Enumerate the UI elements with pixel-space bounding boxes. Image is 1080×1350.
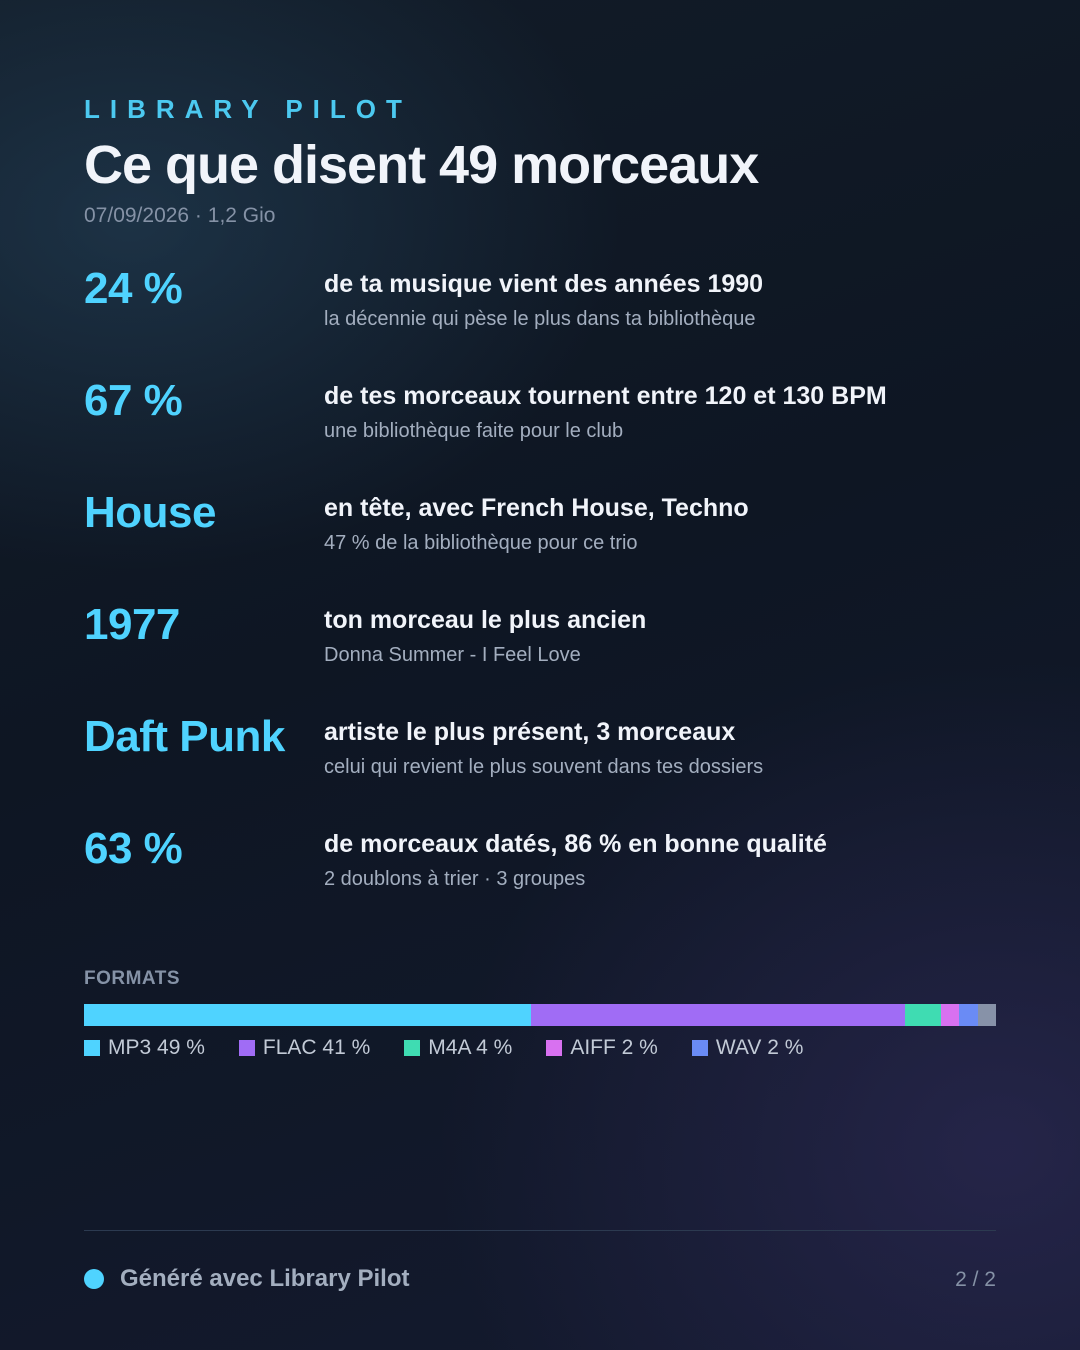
stat-row: Daft Punk artiste le plus présent, 3 mor… [84,712,996,824]
stat-row: 63 % de morceaux datés, 86 % en bonne qu… [84,824,996,936]
brand-dot-icon [84,1269,104,1289]
stat-value: House [84,488,216,537]
format-bar-segment [904,1004,942,1026]
stat-row: 1977 ton morceau le plus ancien Donna Su… [84,600,996,712]
stat-caption: une bibliothèque faite pour le club [324,420,624,442]
legend-item: AIFF 2 % [546,1036,658,1060]
legend-label: WAV 2 % [715,1036,804,1059]
stat-caption: la décennie qui pèse le plus dans ta bib… [324,308,756,330]
stat-caption: celui qui revient le plus souvent dans t… [324,756,764,778]
stat-headline: ton morceau le plus ancien [324,606,647,634]
legend-item: MP3 49 % [84,1036,205,1060]
stats-list: 24 % de ta musique vient des années 1990… [84,264,996,936]
legend-swatch [404,1040,421,1056]
format-bar-segment [959,1004,978,1026]
stat-row: House en tête, avec French House, Techno… [84,488,996,600]
format-bar-segment [530,1004,905,1026]
stat-caption: 47 % de la bibliothèque pour ce trio [324,532,638,554]
legend-label: MP3 49 % [108,1036,205,1059]
format-bar-segment [84,1004,531,1026]
stat-headline: artiste le plus présent, 3 morceaux [324,718,736,746]
legend-swatch [238,1040,255,1056]
stat-value: 67 % [84,376,183,425]
stat-caption: 2 doublons à trier · 3 groupes [324,868,586,890]
format-legend: MP3 49 % FLAC 41 % M4A 4 % AIFF 2 % WAV 2 % [84,1036,837,1060]
legend-swatch [691,1040,708,1056]
summary-card: LIBRARY PILOT Ce que disent 49 morceaux … [84,0,996,1350]
footer-divider [84,1230,996,1231]
legend-item: WAV 2 % [691,1036,804,1060]
page-title: Ce que disent 49 morceaux [84,135,759,195]
legend-item: FLAC 41 % [238,1036,371,1060]
legend-swatch [84,1040,100,1056]
brand-label: LIBRARY PILOT [84,94,412,124]
formats-label: FORMATS [84,968,181,989]
legend-label: AIFF 2 % [570,1036,658,1059]
date-size-meta: 07/09/2026 · 1,2 Gio [84,204,276,227]
stat-headline: de morceaux datés, 86 % en bonne qualité [324,830,827,858]
footer-credit: Généré avec Library Pilot [120,1265,410,1292]
stat-headline: en tête, avec French House, Techno [324,494,749,522]
stat-headline: de ta musique vient des années 1990 [324,270,764,298]
page-indicator: 2 / 2 [955,1268,996,1291]
format-bar-segment [977,1004,996,1026]
legend-swatch [546,1040,563,1056]
legend-label: FLAC 41 % [262,1036,371,1059]
format-bar-segment [941,1004,960,1026]
stat-headline: de tes morceaux tournent entre 120 et 13… [324,382,887,410]
format-stacked-bar [84,1004,996,1026]
stat-value: Daft Punk [84,712,285,761]
stat-row: 67 % de tes morceaux tournent entre 120 … [84,376,996,488]
stat-value: 63 % [84,824,183,873]
stat-caption: Donna Summer - I Feel Love [324,644,581,666]
stat-row: 24 % de ta musique vient des années 1990… [84,264,996,376]
stat-value: 24 % [84,264,183,313]
legend-label: M4A 4 % [428,1036,513,1059]
stat-value: 1977 [84,600,180,649]
legend-item: M4A 4 % [404,1036,512,1060]
